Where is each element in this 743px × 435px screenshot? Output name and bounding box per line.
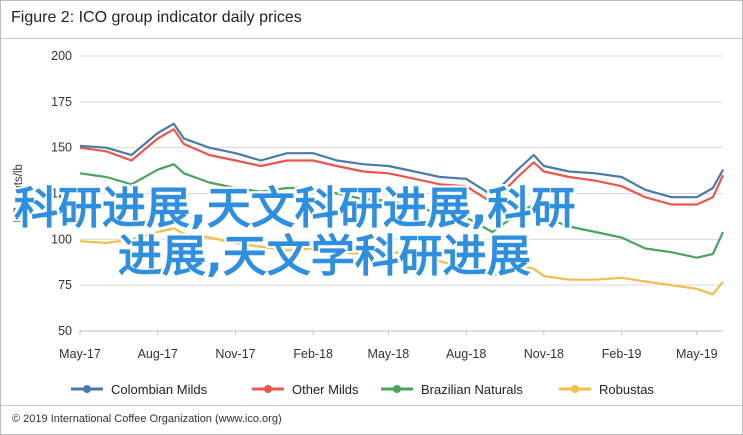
series-line-brazilian-naturals [79,163,724,259]
series-line-colombian-milds [79,122,724,199]
y-axis-label: US cents/lb [13,164,25,223]
y-tick-label: 75 [58,278,72,292]
y-tick-label: 50 [58,324,72,338]
copyright-note: © 2019 International Coffee Organization… [12,413,282,425]
legend-marker [393,385,401,393]
footer-divider [1,405,742,406]
y-tick-label: 175 [51,95,72,109]
series-line-robustas [79,227,724,296]
legend-label: Brazilian Naturals [421,382,523,397]
y-tick-label: 200 [51,49,72,63]
chart-title: Figure 2: ICO group indicator daily pric… [11,9,302,26]
x-tick-label: Nov-17 [215,347,255,361]
x-tick-label: Feb-19 [602,347,642,361]
legend-marker [264,385,272,393]
x-tick-label: Aug-17 [138,347,178,361]
legend-label: Robustas [599,382,654,397]
legend-marker [571,385,579,393]
y-tick-label: 150 [51,141,72,155]
legend-label: Colombian Milds [111,382,208,397]
y-tick-label: 100 [51,232,72,246]
legend-label: Other Milds [292,382,359,397]
x-tick-label: Feb-18 [293,347,333,361]
x-tick-label: May-17 [59,347,101,361]
legend-marker [83,385,91,393]
overlay-text-line-1: 科研进展,天文科研进展,科研 [14,183,576,234]
x-tick-label: Aug-18 [446,347,486,361]
x-tick-label: May-19 [676,347,718,361]
title-divider [1,38,742,39]
overlay-text-line-2: 进展,天文学科研进展 [118,231,531,282]
series-line-other-milds [79,128,724,206]
x-tick-label: Nov-18 [524,347,564,361]
y-tick-label: 125 [51,187,72,201]
x-tick-label: May-18 [368,347,410,361]
